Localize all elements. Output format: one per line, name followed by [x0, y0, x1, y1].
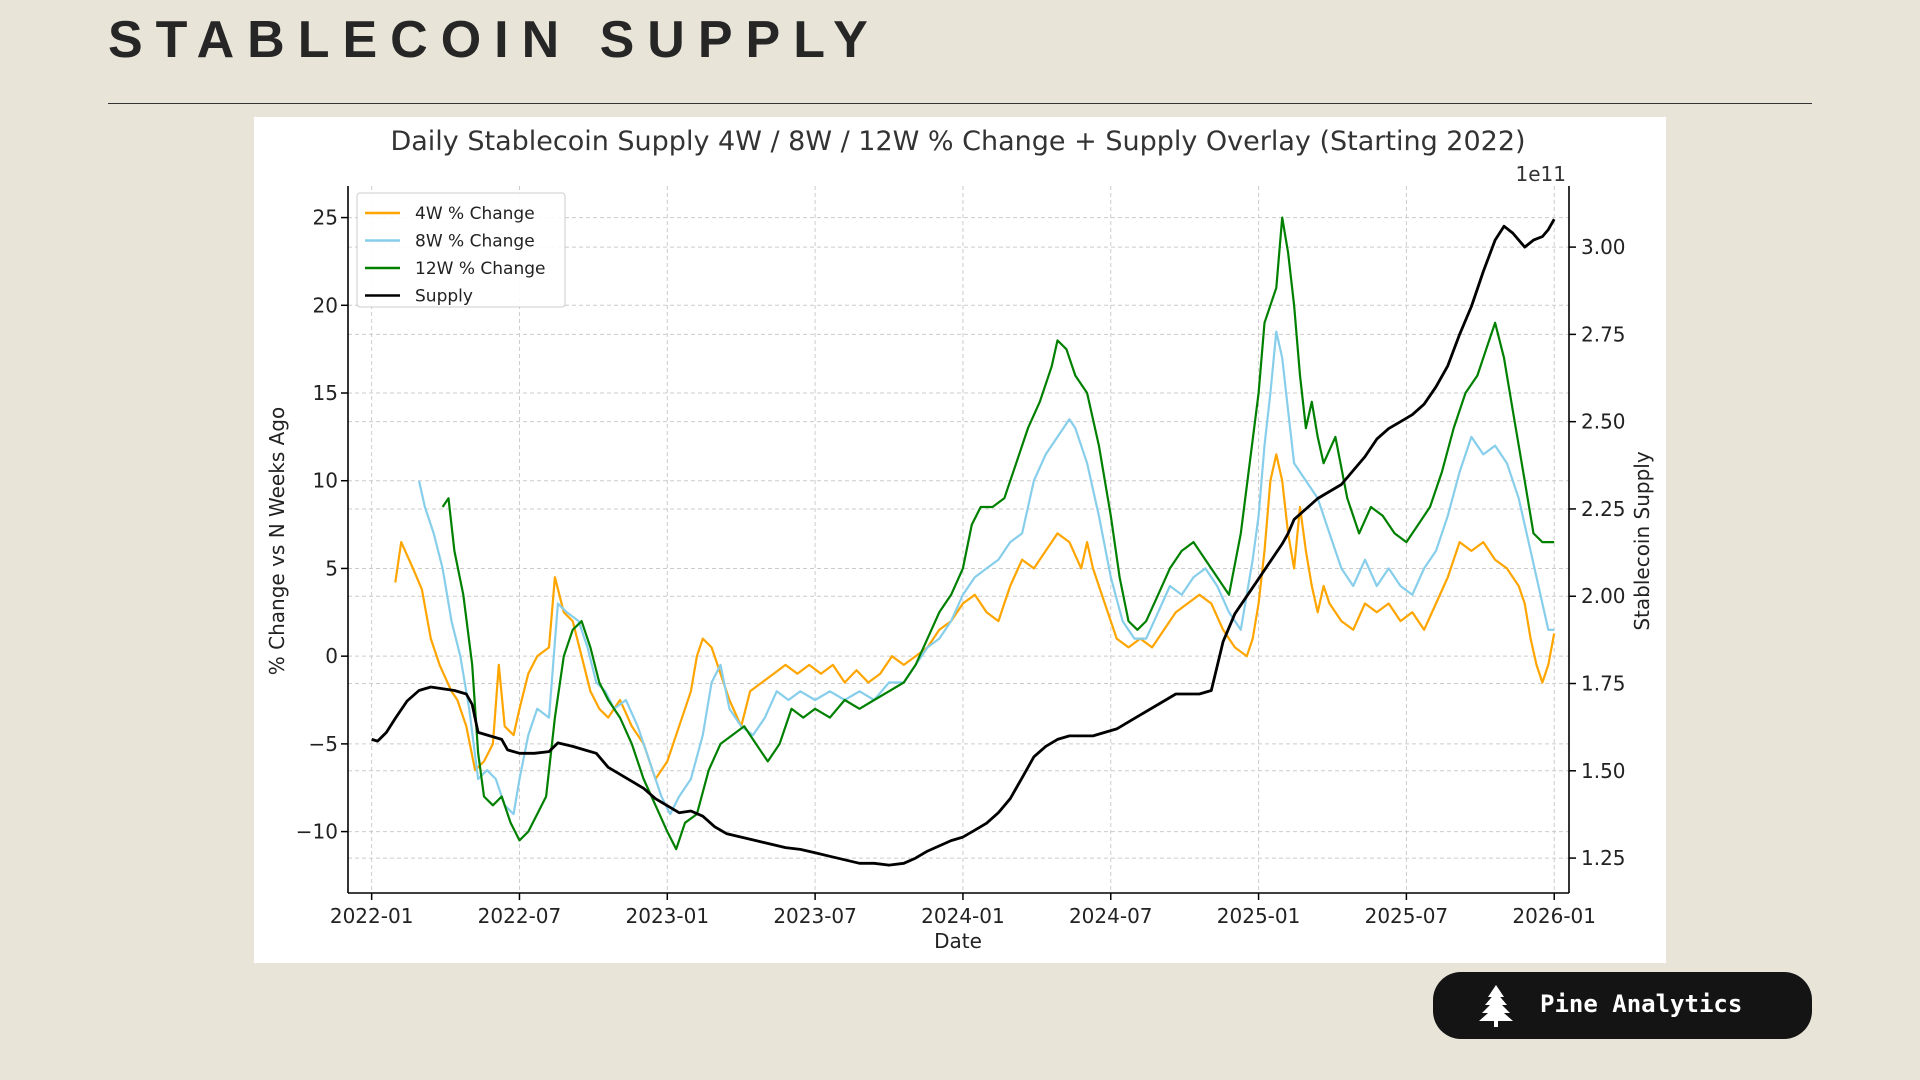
y-tick-label: 0	[325, 644, 338, 668]
y-tick-label: −10	[296, 820, 338, 844]
y2-tick-label: 1.75	[1581, 672, 1626, 696]
y2-offset-label: 1e11	[1516, 162, 1566, 186]
legend-box	[356, 192, 566, 308]
brand-name: Pine Analytics	[1540, 990, 1743, 1018]
x-tick-label: 2022-07	[478, 904, 562, 928]
chart-card: 2022-01 2022-07 2023-01 2023-07 2024-01 2024-…	[254, 117, 1666, 963]
x-tick-label: 2023-01	[626, 904, 710, 928]
chart: 2022-01 2022-07 2023-01 2023-07 2024-01 2024-…	[265, 126, 1654, 953]
y-tick-label: 10	[313, 469, 338, 493]
y2-tick-label: 2.75	[1581, 322, 1626, 346]
y2-axis-label: Stablecoin Supply	[1630, 451, 1654, 630]
series-line-12w-change	[441, 216, 1555, 851]
legend-label: 12W % Change	[415, 259, 546, 279]
grid-lines	[348, 186, 1569, 893]
y-tick-label: −5	[309, 732, 338, 756]
legend-label: 4W % Change	[415, 204, 535, 224]
series-line-4w-change	[394, 453, 1556, 781]
x-tick-label: 2024-01	[921, 904, 1005, 928]
x-tick-label: 2025-07	[1365, 904, 1449, 928]
x-axis-label: Date	[934, 929, 982, 953]
y-axis-label: % Change vs N Weeks Ago	[265, 407, 289, 675]
x-tick-label: 2026-01	[1512, 904, 1596, 928]
y2-tick-label: 3.00	[1581, 235, 1626, 259]
y2-tick-label: 1.25	[1581, 846, 1626, 870]
x-tick-label: 2024-07	[1069, 904, 1153, 928]
y-tick-label: 15	[313, 381, 338, 405]
y2-tick-label: 1.50	[1581, 759, 1626, 783]
axes: 2022-01 2022-07 2023-01 2023-07 2024-01 2024-…	[296, 186, 1626, 928]
y-tick-label: 25	[313, 206, 338, 230]
series-line-supply	[371, 218, 1556, 867]
x-tick-label: 2023-07	[773, 904, 857, 928]
chart-title: Daily Stablecoin Supply 4W / 8W / 12W % …	[390, 126, 1525, 157]
legend-label: Supply	[415, 287, 473, 307]
y-tick-label: 5	[325, 556, 338, 580]
pine-tree-icon	[1479, 985, 1513, 1027]
brand-badge: Pine Analytics	[1433, 972, 1812, 1039]
y-tick-label: 20	[313, 293, 338, 317]
x-tick-label: 2025-01	[1217, 904, 1301, 928]
y2-tick-label: 2.50	[1581, 410, 1626, 434]
page-title: STABLECOIN SUPPLY	[108, 11, 881, 69]
series-line-8w-change	[417, 330, 1555, 816]
series-lines	[371, 216, 1556, 867]
y2-tick-label: 2.00	[1581, 584, 1626, 608]
y2-tick-label: 2.25	[1581, 497, 1626, 521]
legend: 4W % Change 8W % Change 12W % Change Supply	[356, 192, 566, 308]
legend-label: 8W % Change	[415, 232, 535, 252]
x-tick-label: 2022-01	[330, 904, 414, 928]
title-divider	[108, 103, 1812, 104]
